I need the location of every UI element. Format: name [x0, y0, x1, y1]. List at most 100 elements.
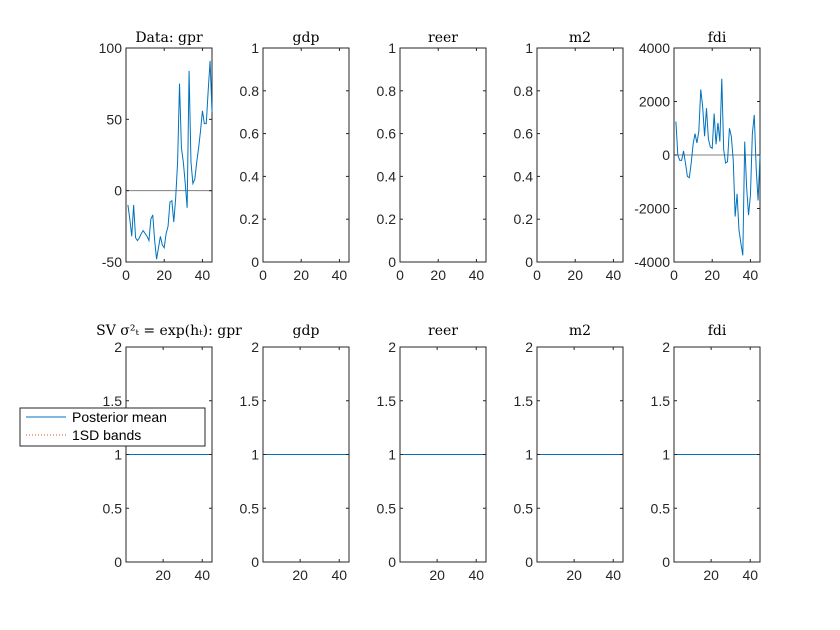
subplot-title: reer — [428, 30, 458, 46]
y-tick-label: 2 — [114, 339, 122, 355]
y-tick-label: 2 — [662, 339, 670, 355]
y-tick-label: 0.4 — [240, 168, 260, 184]
y-tick-label: 100 — [99, 40, 123, 56]
y-tick-label: 1.5 — [377, 393, 397, 409]
y-tick-label: 1 — [114, 447, 122, 463]
y-tick-label: 1 — [388, 447, 396, 463]
x-tick-label: 20 — [155, 567, 171, 583]
y-tick-label: 0.4 — [514, 168, 534, 184]
y-tick-label: 0 — [662, 147, 670, 163]
y-tick-label: -4000 — [634, 254, 670, 270]
subplot-title: fdi — [708, 30, 727, 46]
y-tick-label: 0.5 — [103, 500, 123, 516]
y-tick-label: 0.8 — [377, 83, 397, 99]
y-tick-label: 0.4 — [377, 168, 397, 184]
axes-box — [125, 47, 213, 263]
y-tick-label: 0 — [388, 554, 396, 570]
subplot-title: gdp — [293, 323, 320, 339]
y-tick-label: -2000 — [634, 201, 670, 217]
y-tick-label: 2000 — [639, 94, 670, 110]
x-tick-label: 40 — [331, 567, 347, 583]
y-tick-label: 0.5 — [240, 500, 260, 516]
subplot-sv-gpr: 20 40 0 0.5 1 1.5 2SV σ²ₜ = exp(hₜ): gpr — [96, 323, 242, 583]
x-tick-label: 40 — [469, 267, 485, 283]
x-tick-label: 40 — [195, 267, 211, 283]
subplot-title: gdp — [293, 30, 320, 46]
subplot-data-reer: 0 20 40 0 0.2 0.4 0.6 0.8 1 reer — [377, 30, 487, 283]
y-tick-label: 2 — [525, 339, 533, 355]
y-tick-label: 0.5 — [377, 500, 397, 516]
subplot-data-fdi: 0 20 40 -4000 -2000 0 2000 4000 fdi — [634, 30, 761, 283]
x-tick-label: 20 — [703, 567, 719, 583]
y-tick-label: 0.5 — [651, 500, 671, 516]
y-tick-label: 0.8 — [240, 83, 260, 99]
y-tick-label: 2 — [251, 339, 259, 355]
y-tick-label: 1.5 — [240, 393, 260, 409]
data-series-line — [675, 78, 761, 256]
y-tick-label: 1.5 — [514, 393, 534, 409]
subplot-sv-m2: 20 40 0 0.5 1 1.5 2 m2 — [514, 323, 624, 583]
x-tick-label: 40 — [194, 567, 210, 583]
x-tick-label: 40 — [742, 567, 758, 583]
x-tick-label: 40 — [606, 267, 622, 283]
subplot-data-m2: 0 20 40 0 0.2 0.4 0.6 0.8 1 m2 — [514, 30, 624, 283]
y-tick-label: 0 — [251, 554, 259, 570]
subplot-sv-gdp: 20 40 0 0.5 1 1.5 2 gdp — [240, 323, 350, 583]
y-tick-label: 0.6 — [514, 126, 534, 142]
y-tick-label: 0.2 — [514, 211, 534, 227]
subplot-title: SV σ²ₜ = exp(hₜ): gpr — [96, 323, 242, 339]
y-tick-label: 0 — [662, 554, 670, 570]
axes-box — [536, 47, 624, 263]
x-tick-label: 20 — [566, 567, 582, 583]
x-tick-label: 20 — [293, 267, 309, 283]
y-tick-label: 0.8 — [514, 83, 534, 99]
y-tick-label: 50 — [106, 111, 122, 127]
subplot-sv-reer: 20 40 0 0.5 1 1.5 2 reer — [377, 323, 487, 583]
y-tick-label: 1 — [251, 447, 259, 463]
y-tick-label: 0.2 — [377, 211, 397, 227]
axes-box — [262, 47, 350, 263]
x-tick-label: 40 — [468, 567, 484, 583]
y-tick-label: 0 — [525, 254, 533, 270]
x-tick-label: 0 — [670, 267, 678, 283]
x-tick-label: 0 — [533, 267, 541, 283]
y-tick-label: 1.5 — [651, 393, 671, 409]
y-tick-label: 0.6 — [240, 126, 260, 142]
x-tick-label: 0 — [122, 267, 130, 283]
subplot-sv-fdi: 20 40 0 0.5 1 1.5 2 fdi — [651, 323, 761, 583]
y-tick-label: 0 — [114, 183, 122, 199]
subplot-title: fdi — [708, 323, 727, 339]
x-tick-label: 40 — [743, 267, 759, 283]
x-tick-label: 20 — [156, 267, 172, 283]
axes-box — [399, 47, 487, 263]
x-tick-label: 20 — [292, 567, 308, 583]
subplot-title: reer — [428, 323, 458, 339]
x-tick-label: 20 — [704, 267, 720, 283]
x-tick-label: 40 — [332, 267, 348, 283]
y-tick-label: 1.5 — [103, 393, 123, 409]
y-tick-label: 1 — [525, 40, 533, 56]
x-tick-label: 0 — [396, 267, 404, 283]
legend-label-posterior-mean: Posterior mean — [72, 409, 167, 425]
legend-label-1sd-bands: 1SD bands — [72, 427, 141, 443]
x-tick-label: 20 — [430, 267, 446, 283]
x-tick-label: 20 — [429, 567, 445, 583]
y-tick-label: 4000 — [639, 40, 670, 56]
subplot-title: m2 — [569, 323, 591, 339]
legend: Posterior mean 1SD bands — [19, 407, 206, 447]
y-tick-label: 2 — [388, 339, 396, 355]
y-tick-label: 1 — [662, 447, 670, 463]
y-tick-label: 0.5 — [514, 500, 534, 516]
subplot-title: Data: gpr — [135, 30, 203, 46]
x-tick-label: 20 — [567, 267, 583, 283]
legend-box — [19, 407, 206, 447]
y-tick-label: 1 — [525, 447, 533, 463]
y-tick-label: 1 — [388, 40, 396, 56]
x-tick-label: 0 — [259, 267, 267, 283]
data-series-line — [127, 60, 213, 260]
y-tick-label: 0 — [388, 254, 396, 270]
y-tick-label: 0 — [525, 554, 533, 570]
y-tick-label: 0 — [251, 254, 259, 270]
